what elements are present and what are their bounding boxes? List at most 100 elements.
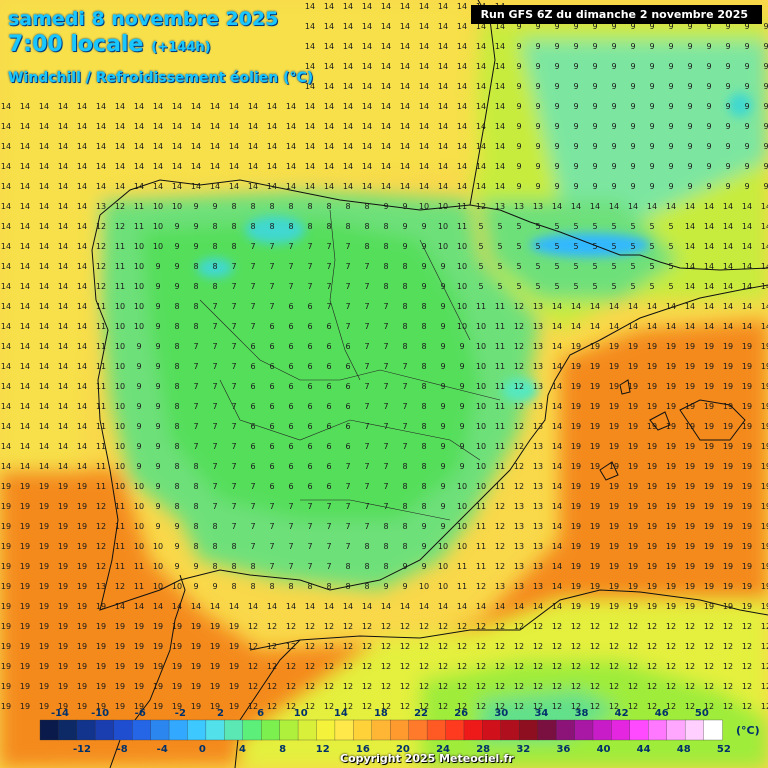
date-title: samedi 8 novembre 2025 (8, 8, 279, 30)
svg-text:9: 9 (554, 122, 559, 131)
svg-text:9: 9 (687, 42, 692, 51)
legend-swatch (76, 719, 96, 741)
svg-text:19: 19 (685, 422, 695, 431)
svg-text:10: 10 (172, 582, 182, 591)
svg-text:14: 14 (514, 602, 524, 611)
svg-text:19: 19 (723, 462, 733, 471)
svg-text:14: 14 (39, 302, 49, 311)
svg-text:14: 14 (58, 262, 68, 271)
svg-text:6: 6 (326, 482, 331, 491)
svg-text:8: 8 (421, 362, 426, 371)
svg-text:12: 12 (514, 642, 524, 651)
svg-text:12: 12 (96, 282, 106, 291)
svg-text:11: 11 (495, 362, 505, 371)
svg-text:8: 8 (212, 262, 217, 271)
legend-bottom-label: 52 (717, 744, 731, 755)
svg-text:8: 8 (307, 582, 312, 591)
svg-text:8: 8 (421, 422, 426, 431)
svg-text:9: 9 (155, 462, 160, 471)
svg-text:14: 14 (115, 102, 125, 111)
svg-text:11: 11 (115, 522, 125, 531)
svg-text:14: 14 (20, 122, 30, 131)
svg-text:9: 9 (174, 522, 179, 531)
svg-text:9: 9 (155, 422, 160, 431)
svg-text:14: 14 (115, 142, 125, 151)
svg-text:14: 14 (419, 22, 429, 31)
svg-text:12: 12 (419, 642, 429, 651)
svg-text:19: 19 (191, 702, 201, 711)
svg-text:8: 8 (288, 202, 293, 211)
svg-text:7: 7 (364, 462, 369, 471)
svg-text:7: 7 (345, 242, 350, 251)
svg-text:9: 9 (193, 582, 198, 591)
svg-text:7: 7 (231, 302, 236, 311)
svg-text:8: 8 (269, 202, 274, 211)
svg-text:19: 19 (20, 522, 30, 531)
svg-text:7: 7 (250, 502, 255, 511)
svg-text:9: 9 (440, 302, 445, 311)
svg-text:14: 14 (324, 602, 334, 611)
svg-text:14: 14 (39, 322, 49, 331)
svg-text:14: 14 (419, 2, 429, 11)
svg-text:19: 19 (172, 662, 182, 671)
svg-text:12: 12 (609, 622, 619, 631)
svg-text:7: 7 (288, 242, 293, 251)
svg-text:9: 9 (155, 282, 160, 291)
svg-text:9: 9 (763, 142, 768, 151)
svg-text:14: 14 (58, 162, 68, 171)
svg-text:19: 19 (628, 562, 638, 571)
svg-text:6: 6 (307, 342, 312, 351)
legend-top-label: 34 (534, 708, 548, 719)
svg-text:14: 14 (362, 122, 372, 131)
svg-text:12: 12 (609, 682, 619, 691)
svg-text:10: 10 (115, 322, 125, 331)
svg-text:19: 19 (229, 622, 239, 631)
svg-text:5: 5 (573, 282, 578, 291)
svg-text:12: 12 (666, 662, 676, 671)
svg-text:12: 12 (495, 562, 505, 571)
svg-text:14: 14 (20, 202, 30, 211)
svg-text:19: 19 (39, 582, 49, 591)
svg-text:19: 19 (96, 662, 106, 671)
svg-text:14: 14 (1, 202, 11, 211)
svg-text:19: 19 (666, 382, 676, 391)
svg-text:7: 7 (383, 502, 388, 511)
svg-text:14: 14 (1, 262, 11, 271)
svg-text:7: 7 (231, 342, 236, 351)
svg-text:14: 14 (761, 242, 768, 251)
svg-text:6: 6 (345, 402, 350, 411)
svg-text:14: 14 (324, 162, 334, 171)
svg-text:14: 14 (20, 402, 30, 411)
svg-text:14: 14 (77, 122, 87, 131)
svg-text:19: 19 (723, 382, 733, 391)
svg-text:9: 9 (516, 102, 521, 111)
svg-text:6: 6 (269, 402, 274, 411)
svg-text:5: 5 (611, 282, 616, 291)
svg-text:11: 11 (96, 302, 106, 311)
svg-text:14: 14 (761, 322, 768, 331)
svg-text:14: 14 (476, 602, 486, 611)
svg-text:9: 9 (592, 22, 597, 31)
svg-text:19: 19 (590, 582, 600, 591)
svg-text:6: 6 (269, 342, 274, 351)
legend-top-label: 38 (575, 708, 589, 719)
svg-text:14: 14 (704, 222, 714, 231)
svg-text:9: 9 (459, 442, 464, 451)
svg-text:14: 14 (305, 122, 315, 131)
svg-text:6: 6 (288, 442, 293, 451)
svg-text:8: 8 (364, 222, 369, 231)
svg-text:8: 8 (421, 322, 426, 331)
svg-text:14: 14 (248, 162, 258, 171)
svg-text:19: 19 (666, 462, 676, 471)
svg-text:9: 9 (136, 402, 141, 411)
svg-text:14: 14 (362, 162, 372, 171)
lead-time: (+144h) (151, 40, 211, 55)
svg-text:12: 12 (533, 642, 543, 651)
svg-text:9: 9 (421, 222, 426, 231)
svg-text:9: 9 (174, 262, 179, 271)
svg-text:14: 14 (362, 42, 372, 51)
svg-text:14: 14 (685, 282, 695, 291)
parameter-title: Windchill / Refroidissement éolien (°C) (8, 70, 314, 86)
svg-text:12: 12 (495, 622, 505, 631)
